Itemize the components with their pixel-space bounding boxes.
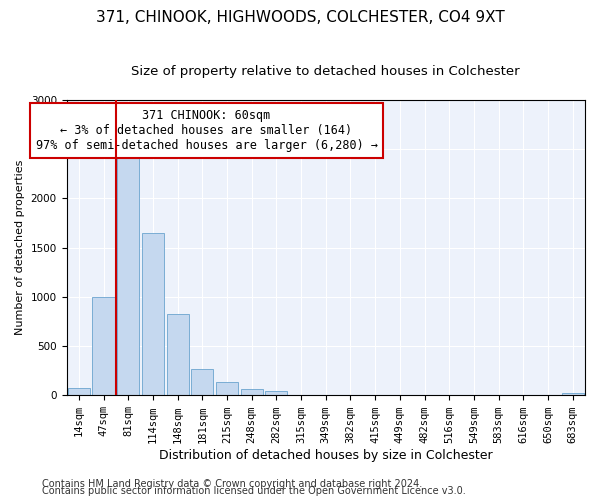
- Bar: [68, 388, 90, 396]
- Y-axis label: Number of detached properties: Number of detached properties: [15, 160, 25, 336]
- X-axis label: Distribution of detached houses by size in Colchester: Distribution of detached houses by size …: [159, 450, 493, 462]
- Bar: [241, 390, 263, 396]
- Bar: [167, 314, 189, 396]
- Text: Contains HM Land Registry data © Crown copyright and database right 2024.: Contains HM Land Registry data © Crown c…: [42, 479, 422, 489]
- Text: 371 CHINOOK: 60sqm
← 3% of detached houses are smaller (164)
97% of semi-detache: 371 CHINOOK: 60sqm ← 3% of detached hous…: [35, 109, 377, 152]
- Bar: [117, 154, 139, 396]
- Title: Size of property relative to detached houses in Colchester: Size of property relative to detached ho…: [131, 65, 520, 78]
- Bar: [142, 233, 164, 396]
- Text: 371, CHINOOK, HIGHWOODS, COLCHESTER, CO4 9XT: 371, CHINOOK, HIGHWOODS, COLCHESTER, CO4…: [95, 10, 505, 25]
- Bar: [216, 382, 238, 396]
- Bar: [562, 394, 584, 396]
- Bar: [265, 392, 287, 396]
- Bar: [191, 369, 214, 396]
- Text: Contains public sector information licensed under the Open Government Licence v3: Contains public sector information licen…: [42, 486, 466, 496]
- Bar: [92, 297, 115, 396]
